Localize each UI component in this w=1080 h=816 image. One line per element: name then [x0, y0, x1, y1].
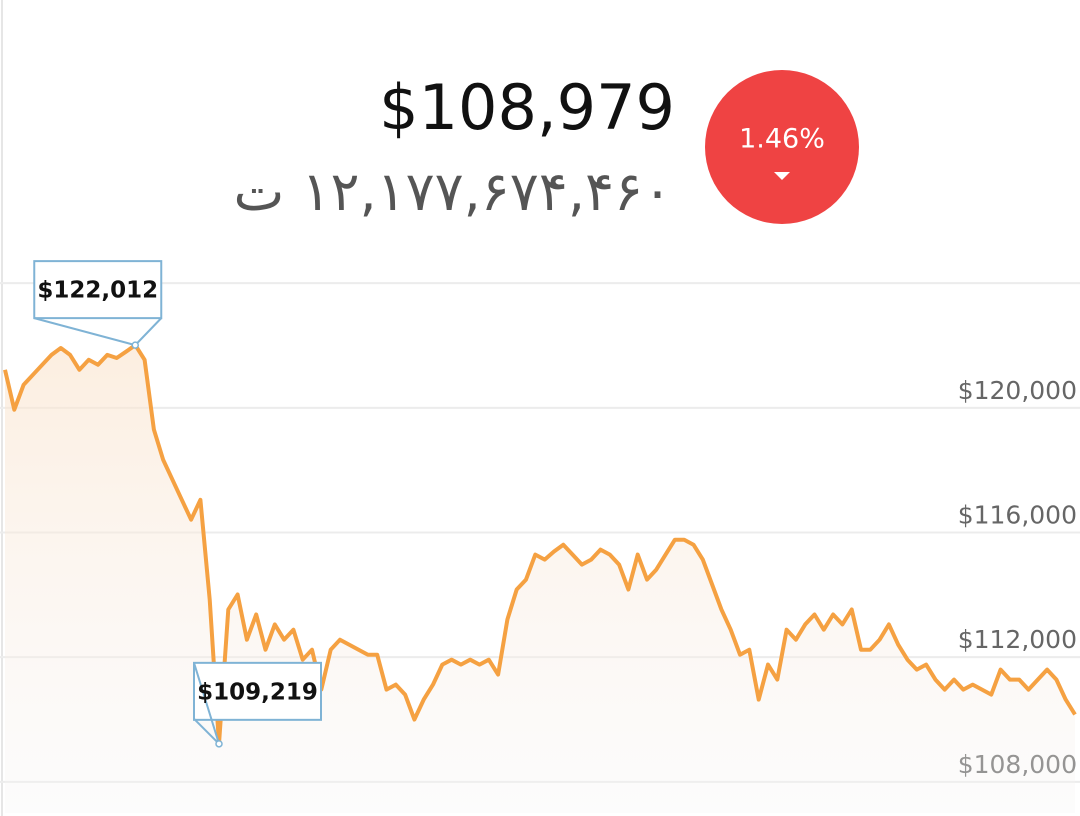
change-percent: 1.46% [739, 124, 825, 155]
callout-pointer [193, 718, 220, 745]
price-line [3, 343, 1077, 746]
callout-box [193, 661, 322, 721]
area [5, 345, 1075, 813]
toman-price: ۱۲,۱۷۷,۶۷۴,۴۶۰ ت [233, 160, 672, 223]
callout-pointer [193, 662, 220, 745]
y-tick-label: $120,000 [958, 376, 1077, 405]
callout-point [215, 740, 223, 748]
callout-label: $109,219 [197, 679, 318, 705]
callout-point [131, 341, 140, 349]
change-badge [705, 70, 859, 224]
y-tick-label: $116,000 [958, 501, 1077, 530]
price: $108,979 [379, 71, 675, 144]
callout-pointer [34, 317, 136, 347]
callout-pointer [134, 317, 162, 346]
callout-box [33, 260, 163, 320]
callout-label: $122,012 [37, 278, 158, 304]
down-arrow [774, 172, 790, 180]
y-tick-label: $112,000 [958, 625, 1077, 654]
